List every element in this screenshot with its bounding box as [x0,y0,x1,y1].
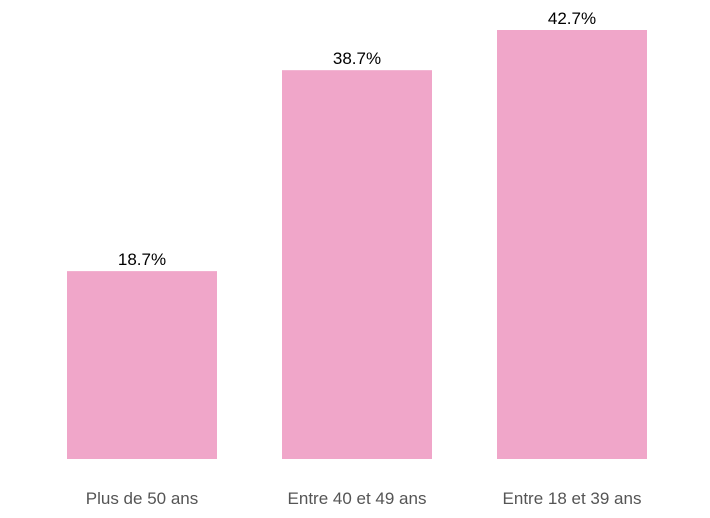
bar-2 [282,70,432,460]
category-label-3: Entre 18 et 39 ans [503,489,642,508]
bar-value-label-2: 38.7% [333,49,381,68]
category-labels-group: Plus de 50 ans Entre 40 et 49 ans Entre 18… [86,489,642,508]
bar-1 [67,271,217,459]
category-label-2: Entre 40 et 49 ans [288,489,427,508]
category-label-1: Plus de 50 ans [86,489,198,508]
value-labels-group: 18.7% 38.7% 42.7% [118,9,596,269]
bar-value-label-3: 42.7% [548,9,596,28]
bars-group [67,30,647,460]
bar-3 [497,30,647,459]
bar-value-label-1: 18.7% [118,250,166,269]
